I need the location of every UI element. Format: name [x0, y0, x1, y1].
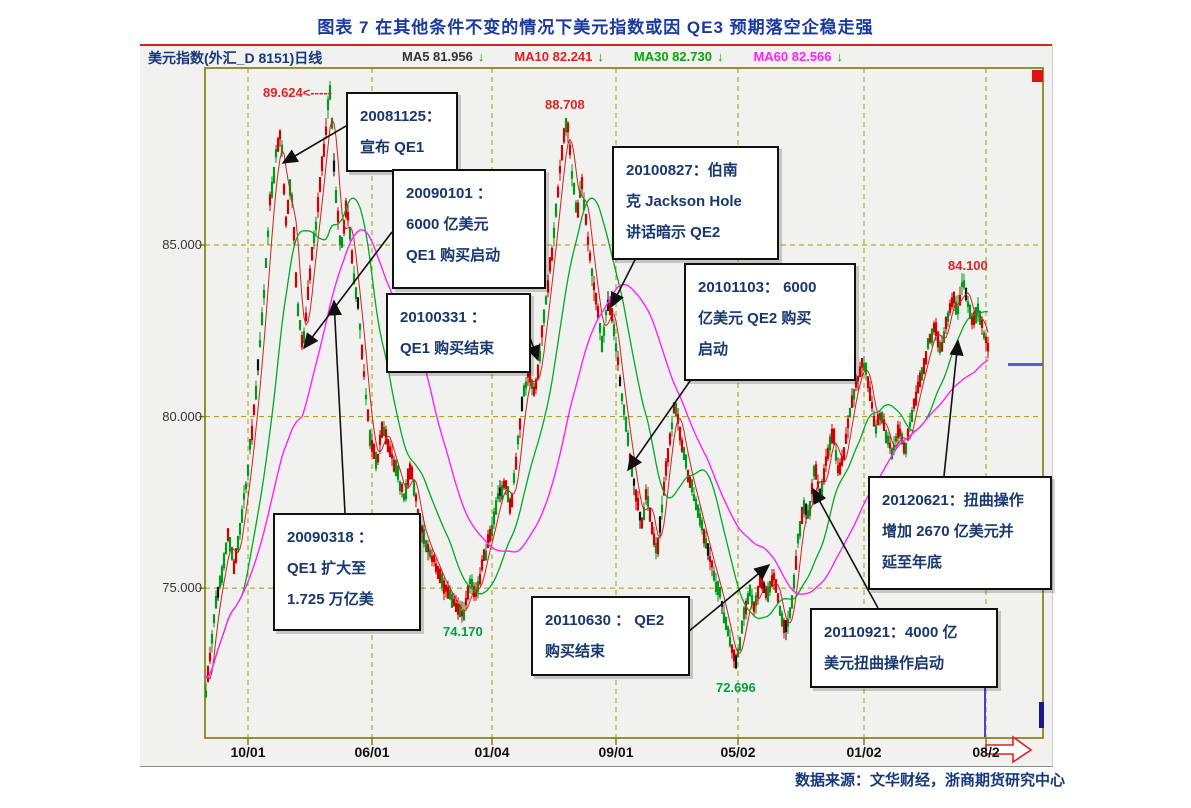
- annotation-text-line: 讲话暗示 QE2: [626, 224, 721, 241]
- y-axis-tick-label: 75.000: [162, 580, 202, 596]
- ma-legend-item-ma5: MA5 81.956 ↓: [402, 49, 484, 64]
- x-axis-tick-label: 09/01: [598, 744, 634, 760]
- price-extreme-label: 89.624<-----: [263, 85, 332, 100]
- trend-down-arrow-icon: ↓: [836, 49, 844, 64]
- annotation-text-line: 20110921：4000 亿: [824, 624, 958, 641]
- annotation-text-line: 增加 2670 亿美元并: [882, 523, 1014, 540]
- annotation-text-line: 6000 亿美元: [406, 216, 489, 233]
- x-axis-tick-label: 08/2: [972, 744, 1000, 760]
- trend-down-arrow-icon: ↓: [477, 49, 485, 64]
- ma-legend-item-ma60: MA60 82.566 ↓: [753, 49, 843, 64]
- annotation-box-20090101: 20090101 ： 6000 亿美元 QE1 购买启动: [392, 169, 546, 289]
- annotation-text-line: QE1 购买结束: [400, 340, 495, 357]
- ma-value: MA5 81.956: [402, 49, 473, 64]
- annotation-text-line: 20100827：伯南: [626, 162, 738, 179]
- ma-value: MA30 82.730: [633, 49, 712, 64]
- annotation-text-line: 20090101 ：: [406, 185, 492, 202]
- annotation-text-line: QE1 扩大至: [287, 560, 367, 577]
- annotation-text-line: 克 Jackson Hole: [626, 193, 742, 210]
- figure-title: 图表 7 在其他条件不变的情况下美元指数或因 QE3 预期落空企稳走强: [317, 18, 874, 37]
- trend-down-arrow-icon: ↓: [597, 49, 604, 64]
- x-axis-tick-label: 05/02: [720, 744, 756, 760]
- y-axis-tick-label: 85.000: [162, 237, 202, 253]
- annotation-box-20120621: 20120621：扭曲操作 增加 2670 亿美元并 延至年底: [868, 476, 1052, 590]
- annotation-box-20101103: 20101103： 6000 亿美元 QE2 购买 启动: [684, 263, 856, 381]
- annotation-text-line: 20101103： 6000: [698, 279, 817, 296]
- ma-value: MA60 82.566: [753, 49, 832, 64]
- x-axis-tick-label: 10/01: [230, 744, 266, 760]
- annotation-box-20081125: 20081125： 宣布 QE1: [346, 92, 458, 172]
- annotation-text-line: 购买结束: [545, 643, 606, 660]
- page-forward-arrow-icon[interactable]: [985, 735, 1033, 764]
- annotation-text-line: 启动: [698, 341, 729, 358]
- annotation-text-line: 20100331 ：: [400, 309, 486, 326]
- annotation-box-20100827: 20100827：伯南克 Jackson Hole 讲话暗示 QE2: [612, 146, 779, 260]
- ma-legend-item-ma30: MA30 82.730 ↓: [634, 49, 724, 64]
- annotation-text-line: 20090318 ：: [287, 529, 373, 546]
- instrument-label: 美元指数(外汇_D 8151)日线: [148, 50, 323, 66]
- annotation-text-line: 延至年底: [882, 554, 943, 571]
- ma-value: MA10 82.241: [514, 49, 593, 64]
- annotation-text-line: 亿美元 QE2 购买: [698, 310, 812, 327]
- last-price-marker: [1008, 363, 1043, 366]
- price-extreme-label: 88.708: [545, 97, 585, 112]
- annotation-box-20110921: 20110921：4000 亿美元扭曲操作启动: [810, 608, 998, 688]
- annotation-text-line: 20081125：: [360, 108, 441, 125]
- annotation-text-line: 美元扭曲操作启动: [824, 655, 945, 672]
- trend-down-arrow-icon: ↓: [716, 49, 724, 64]
- annotation-text-line: 宣布 QE1: [360, 139, 425, 156]
- annotation-text-line: 1.725 万亿美: [287, 591, 374, 608]
- y-axis-tick-label: 80.000: [162, 408, 202, 424]
- x-axis-tick-label: 01/02: [846, 744, 882, 760]
- price-extreme-label: 74.170: [443, 624, 483, 639]
- source-note: 数据来源：文华财经，浙商期货研究中心: [794, 772, 1065, 789]
- annotation-box-20100331: 20100331 ： QE1 购买结束: [386, 293, 531, 373]
- ma-legend: MA5 81.956 ↓ MA10 82.241 ↓ MA30 82.730 ↓ MA60 …: [402, 49, 843, 64]
- price-extreme-label: 84.100: [948, 258, 988, 273]
- annotation-text-line: 20120621：扭曲操作: [882, 492, 1024, 509]
- alert-square-marker: [1032, 70, 1043, 82]
- scroll-thumb: [1039, 702, 1044, 728]
- annotation-box-20110630: 20110630 ： QE2 购买结束: [531, 596, 690, 676]
- widget-top-red-line: [140, 44, 1052, 46]
- x-axis-tick-label: 01/04: [474, 744, 510, 760]
- ma-legend-item-ma10: MA10 82.241 ↓: [514, 49, 604, 64]
- annotation-box-20090318: 20090318 ： QE1 扩大至 1.725 万亿美: [273, 513, 421, 631]
- annotation-text-line: QE1 购买启动: [406, 247, 501, 264]
- x-axis-tick-label: 06/01: [354, 744, 390, 760]
- annotation-text-line: 20110630 ： QE2: [545, 612, 665, 629]
- price-extreme-label: 72.696: [716, 680, 756, 695]
